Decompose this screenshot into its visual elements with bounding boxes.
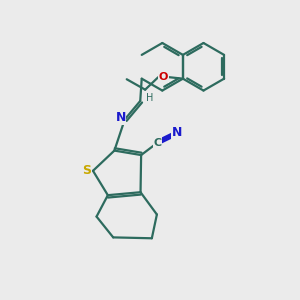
- Text: S: S: [82, 164, 91, 177]
- Text: O: O: [159, 72, 168, 82]
- Text: N: N: [116, 111, 126, 124]
- Text: N: N: [172, 126, 182, 139]
- Text: H: H: [146, 93, 153, 103]
- Text: C: C: [153, 138, 161, 148]
